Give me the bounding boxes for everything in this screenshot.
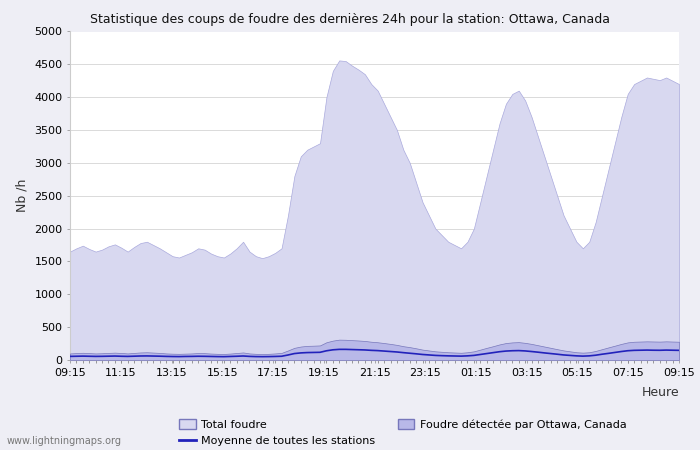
- Text: Statistique des coups de foudre des dernières 24h pour la station: Ottawa, Canad: Statistique des coups de foudre des dern…: [90, 14, 610, 27]
- Text: www.lightningmaps.org: www.lightningmaps.org: [7, 436, 122, 446]
- Text: Heure: Heure: [641, 386, 679, 399]
- Legend: Total foudre, Moyenne de toutes les stations, Foudre détectée par Ottawa, Canada: Total foudre, Moyenne de toutes les stat…: [179, 419, 626, 446]
- Y-axis label: Nb /h: Nb /h: [15, 179, 29, 212]
